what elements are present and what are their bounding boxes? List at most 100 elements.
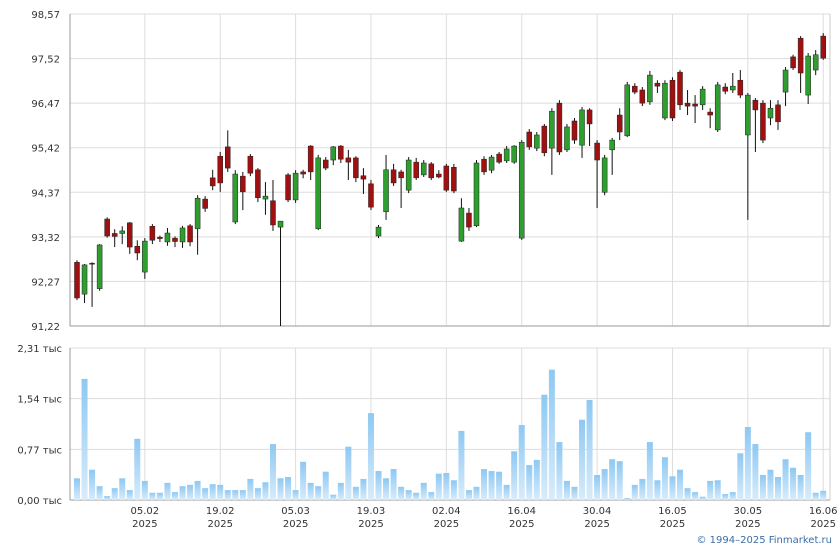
- candle-body: [549, 110, 555, 149]
- volume-bar: [571, 486, 578, 500]
- y-tick-label: 0,00 тыс: [17, 496, 62, 507]
- y-tick-label: 98,57: [31, 10, 60, 21]
- volume-bar: [435, 473, 442, 500]
- volume-bar: [481, 469, 488, 500]
- volume-bar: [239, 490, 246, 500]
- candle-body: [285, 174, 291, 201]
- volume-bar: [360, 478, 367, 500]
- candle-body: [488, 156, 495, 171]
- candle-body: [111, 233, 118, 237]
- candle-body: [594, 142, 600, 161]
- candle-body: [526, 131, 533, 148]
- x-tick-label: 30.05 2025: [734, 506, 763, 530]
- volume-bar: [594, 474, 601, 500]
- candle-body: [104, 218, 110, 237]
- volume-bar: [413, 492, 420, 500]
- volume-bar: [503, 484, 510, 500]
- volume-bar: [548, 369, 555, 500]
- candle-body: [556, 102, 563, 153]
- candle-body: [405, 159, 412, 191]
- candle-body: [194, 197, 201, 230]
- candle-body: [586, 109, 593, 125]
- candle-body: [790, 56, 796, 69]
- candle-body: [812, 54, 819, 71]
- volume-bar: [812, 492, 819, 500]
- volume-bar: [322, 471, 329, 500]
- volume-bar: [639, 478, 646, 500]
- volume-bar: [541, 394, 548, 500]
- volume-bar: [473, 486, 480, 500]
- volume-bar: [194, 480, 201, 500]
- candle-body: [684, 102, 691, 107]
- candle-body: [699, 88, 706, 106]
- x-tick-label: 05.02 2025: [131, 506, 160, 530]
- candle-body: [255, 169, 261, 199]
- candle-body: [390, 169, 397, 184]
- volume-bar: [729, 492, 736, 500]
- candle-body: [322, 159, 329, 169]
- y-tick-label: 92,27: [31, 277, 60, 288]
- candle-body: [752, 99, 759, 111]
- candle-body: [518, 141, 525, 239]
- volume-bar: [782, 459, 789, 500]
- volume-bar: [556, 442, 563, 500]
- x-tick-label: 19.02 2025: [206, 506, 235, 530]
- volume-bar: [141, 480, 148, 500]
- candle-body: [481, 158, 487, 173]
- volume-bar: [292, 490, 299, 500]
- volume-bar: [699, 496, 706, 500]
- candle-body: [142, 240, 148, 273]
- volume-bar: [722, 494, 729, 500]
- candle-body: [398, 171, 404, 179]
- candle-body: [805, 55, 811, 96]
- candle-body: [624, 84, 631, 137]
- candle-body: [134, 245, 141, 254]
- candle-body: [307, 145, 314, 173]
- volume-bar: [450, 480, 457, 500]
- volume-bar: [707, 480, 714, 500]
- volume-bar: [307, 482, 314, 500]
- candle-body: [232, 173, 239, 223]
- candle-body: [458, 207, 465, 242]
- volume-bar: [337, 482, 344, 500]
- candle-body: [247, 155, 254, 174]
- candle-body: [164, 232, 171, 243]
- candle-body: [466, 212, 472, 228]
- y-tick-label: 97,52: [31, 55, 60, 66]
- candle-body: [413, 161, 419, 179]
- candle-body: [541, 125, 548, 154]
- volume-bar: [677, 469, 684, 500]
- candle-body: [127, 222, 133, 248]
- volume-bar: [345, 446, 352, 500]
- candle-body: [782, 69, 789, 93]
- volume-bar: [224, 490, 231, 500]
- volume-bar: [375, 471, 382, 500]
- candle-body: [330, 146, 337, 161]
- y-tick-label: 1,54 тыс: [17, 395, 62, 406]
- candle-body: [96, 244, 103, 289]
- candle-body: [338, 145, 344, 160]
- candle-body: [187, 225, 193, 243]
- volume-bar: [187, 484, 194, 500]
- volume-bar: [209, 484, 216, 500]
- volume-bar: [164, 482, 171, 500]
- volume-bar: [89, 469, 96, 500]
- volume-bar: [661, 457, 668, 500]
- candle-body: [730, 85, 736, 91]
- candle-body: [149, 225, 156, 241]
- candle-body: [360, 175, 367, 180]
- x-tick-label: 30.04 2025: [583, 506, 612, 530]
- volume-bar: [744, 426, 751, 500]
- volume-bar: [149, 492, 156, 500]
- candle-body: [172, 237, 178, 242]
- candle-body: [503, 148, 510, 162]
- candle-body: [609, 139, 615, 151]
- volume-bar: [96, 486, 103, 500]
- volume-bar: [654, 480, 661, 500]
- volume-bar: [737, 453, 744, 500]
- volume-bar: [81, 378, 88, 500]
- volume-bar: [579, 419, 586, 500]
- candle-body: [315, 157, 321, 230]
- candle-body: [564, 126, 570, 151]
